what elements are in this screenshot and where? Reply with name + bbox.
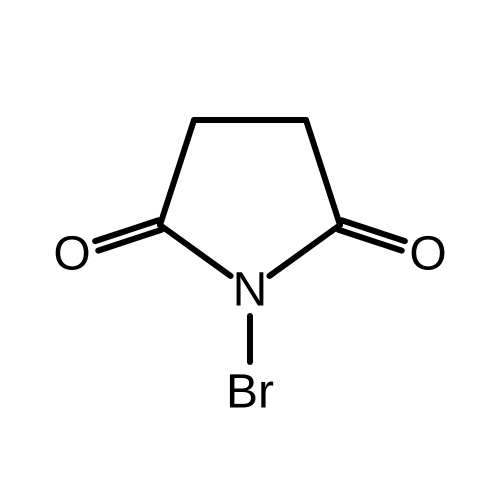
atom-label-n: N — [233, 264, 268, 317]
molecule-diagram: N O O Br — [0, 0, 500, 500]
atom-label-o5: O — [53, 228, 90, 281]
atom-label-br: Br — [226, 366, 274, 419]
bonds-layer — [95, 120, 405, 362]
atom-label-o2: O — [409, 228, 446, 281]
